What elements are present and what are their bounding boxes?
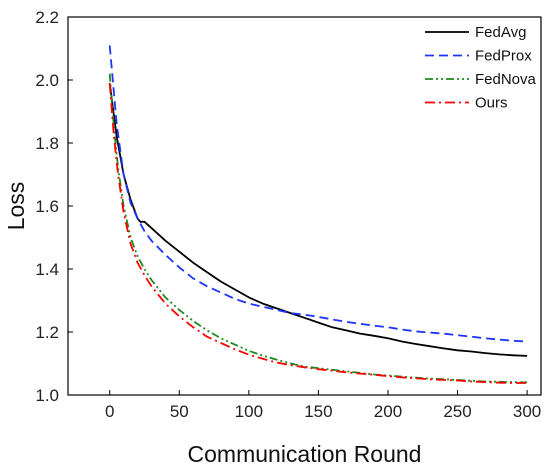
x-tick-label: 150 — [304, 402, 332, 421]
y-axis-title: Loss — [3, 182, 29, 231]
legend-label-fedavg: FedAvg — [475, 24, 526, 41]
series-layer — [108, 45, 528, 384]
y-tick-label: 2.2 — [35, 8, 59, 27]
series-line-ours — [108, 83, 528, 384]
x-tick-label: 50 — [170, 402, 189, 421]
y-tick-label: 1.4 — [35, 260, 59, 279]
y-tick-label: 1.2 — [35, 323, 59, 342]
axis-ticks — [68, 16, 528, 396]
legend-label-fednova: FedNova — [475, 71, 537, 88]
legend: FedAvg FedProx FedNova Ours — [425, 24, 537, 112]
legend-label-fedprox: FedProx — [475, 48, 532, 65]
x-tick-label: 300 — [513, 402, 541, 421]
x-tick-label: 100 — [235, 402, 263, 421]
series-line-fedprox — [108, 45, 528, 343]
x-tick-label: 200 — [374, 402, 402, 421]
axis-tick-labels: 0 50 100 150 200 250 300 1.0 1.2 1.4 1.6 1.8 2.0 2.2 — [35, 8, 541, 421]
legend-label-ours: Ours — [475, 95, 508, 112]
y-tick-label: 1.0 — [35, 386, 59, 405]
plot-frame — [67, 16, 542, 396]
series-line-fednova — [108, 73, 528, 384]
y-tick-label: 2.0 — [35, 71, 59, 90]
series-line-fedavg — [108, 83, 528, 357]
x-tick-label: 250 — [443, 402, 471, 421]
x-tick-label: 0 — [105, 402, 114, 421]
x-axis-title: Communication Round — [188, 441, 422, 467]
y-tick-label: 1.8 — [35, 134, 59, 153]
y-tick-label: 1.6 — [35, 197, 59, 216]
